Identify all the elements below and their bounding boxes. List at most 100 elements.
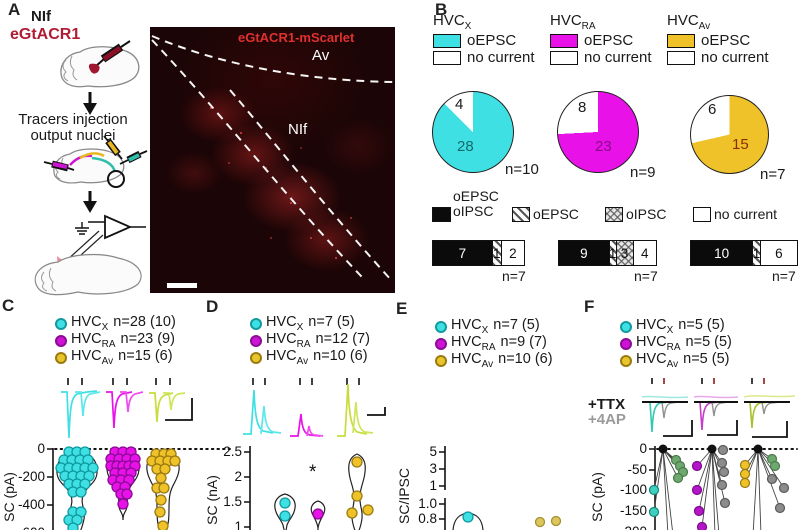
legend-col-hvcav: HVCAv oEPSC no current — [667, 12, 769, 66]
pie-hvcav-nocurrent-value: 6 — [708, 101, 717, 118]
ap4-label: +4AP — [588, 411, 626, 428]
oipsc-cross-label: oIPSC — [626, 206, 667, 222]
trace-scale-bar — [367, 407, 386, 416]
svg-text:2.5: 2.5 — [223, 444, 242, 459]
hvcra-paired-points — [691, 444, 731, 530]
pie-chart-hvcx — [432, 91, 514, 173]
bar-hvcra-n: n=7 — [634, 268, 658, 284]
hvcra-dot-icon — [55, 334, 67, 347]
ttx-label: +TTX — [588, 396, 626, 413]
ground-icon — [75, 222, 89, 235]
oepsc-hatch-label: oEPSC — [533, 206, 579, 222]
svg-text:-400: -400 — [18, 497, 45, 512]
significance-star: * — [309, 462, 317, 483]
pie-hvcav-n: n=7 — [760, 166, 786, 183]
tracer-path-yellow — [79, 152, 105, 160]
pie-hvcra-n: n=9 — [630, 164, 656, 181]
amplifier-icon — [104, 214, 133, 240]
svg-text:0: 0 — [37, 441, 45, 456]
svg-text:1: 1 — [429, 478, 437, 493]
hvcx-points — [55, 446, 99, 530]
bar-hvcav-n: n=7 — [772, 268, 796, 284]
trace-scale-bar — [165, 398, 193, 421]
av-boundary-dashed — [151, 35, 394, 83]
panel-f-example-traces — [641, 378, 796, 438]
pie-hvcra-oepsc-value: 23 — [595, 138, 612, 155]
pie-hvcra-nocurrent-value: 8 — [578, 99, 587, 116]
light-ticks — [663, 378, 765, 384]
hvcav-dot-icon — [435, 354, 447, 367]
stimulus-ticks — [67, 378, 171, 385]
hvcav-dot-icon — [620, 354, 632, 367]
panel-f-paired-plot: 0 -50 -100 -150 -200 — [620, 441, 798, 530]
hvcx-dot-icon — [620, 320, 632, 333]
svg-text:-50: -50 — [627, 462, 647, 477]
oepsc-swatch-cyan — [433, 33, 461, 48]
legend-col-hvcx: HVCX oEPSC no current — [433, 12, 535, 66]
area-nif-label: NIf — [288, 121, 308, 138]
hvcra-dot-icon — [620, 337, 632, 350]
nocurrent-swatch — [667, 50, 695, 65]
hvcx-dot-icon — [250, 317, 262, 330]
svg-text:-200: -200 — [620, 524, 647, 530]
stacked-bar-hvcra: 9 1 3 4 — [558, 240, 657, 266]
tracer-path-teal — [91, 156, 117, 173]
hvcra-point — [312, 508, 324, 520]
hvcra-dot-icon — [250, 334, 262, 347]
pie-hvcx-nocurrent-value: 4 — [455, 96, 464, 113]
nocurrent-swatch — [550, 50, 578, 65]
oepsc-swatch-yellow — [667, 33, 695, 48]
hvcav-points — [346, 456, 374, 519]
hvcx-points — [279, 497, 291, 522]
pie-chart-hvcra — [557, 91, 639, 173]
scale-bar — [167, 283, 197, 288]
panel-e-label: E — [396, 299, 408, 318]
svg-text:0.8: 0.8 — [418, 511, 437, 526]
svg-text:2: 2 — [234, 469, 242, 484]
construct-label: eGtACR1 — [10, 26, 81, 43]
stacked-bar-hvcx: 7 1 2 — [432, 240, 525, 266]
stain-label: eGtACR1-mScarlet — [238, 30, 355, 45]
nif-boundary-left-dashed — [151, 39, 363, 278]
panel-d-label: D — [206, 297, 219, 316]
svg-text:1.5: 1.5 — [223, 494, 242, 509]
oepsc-swatch-magenta — [550, 33, 578, 48]
pie-hvcx-n: n=10 — [505, 161, 539, 178]
svg-text:0: 0 — [639, 441, 647, 456]
region-outlines — [151, 35, 394, 282]
panel-c-label: C — [2, 296, 15, 315]
hvcav-paired-points — [739, 444, 790, 514]
nif-boundary-right-dashed — [229, 89, 393, 282]
panel-c-legend: HVCX n=28 (10) HVCRA n=23 (9) HVCAv n=15 (6… — [55, 314, 176, 367]
nocurrent-white-label: no current — [714, 206, 778, 222]
injection-site-icon — [88, 63, 100, 74]
both-currents-label-2: oIPSC — [453, 203, 494, 219]
trace-scale-bar — [707, 420, 738, 436]
area-x-circle-icon — [107, 170, 125, 188]
nocurrent-swatch — [433, 50, 461, 65]
pie-hvcx-oepsc-value: 28 — [457, 138, 474, 155]
stacked-bar-hvcav: 10 1 6 — [690, 240, 798, 266]
svg-text:5: 5 — [429, 444, 437, 459]
bar-hvcx-n: n=7 — [502, 268, 526, 284]
hvcra-points — [105, 446, 141, 510]
svg-text:-100: -100 — [620, 482, 647, 497]
injection-recording-schematic — [34, 40, 148, 296]
oipsc-cross-swatch — [605, 207, 623, 222]
pie-chart-hvcav — [690, 95, 769, 174]
step-text-line2: output nuclei — [30, 127, 116, 144]
svg-text:1: 1 — [234, 519, 242, 530]
step-text-line1: Tracers injection — [18, 111, 128, 128]
panel-b-label: B — [435, 0, 448, 19]
fluorescent-cells — [210, 107, 212, 109]
svg-text:3: 3 — [429, 461, 437, 476]
trace-scale-bar — [752, 421, 788, 438]
hvcx-point — [462, 511, 474, 523]
panel-c-violin-plot: 0 -200 -400 -600 — [18, 441, 231, 530]
hvcav-dot-icon — [250, 351, 262, 364]
fluorescence-micrograph: eGtACR1-mScarlet Av NIf — [150, 27, 395, 293]
panel-a-label: A — [8, 0, 21, 19]
panel-f-label: F — [584, 297, 595, 316]
hvcx-dot-icon — [55, 317, 67, 330]
both-currents-swatch — [432, 207, 451, 222]
